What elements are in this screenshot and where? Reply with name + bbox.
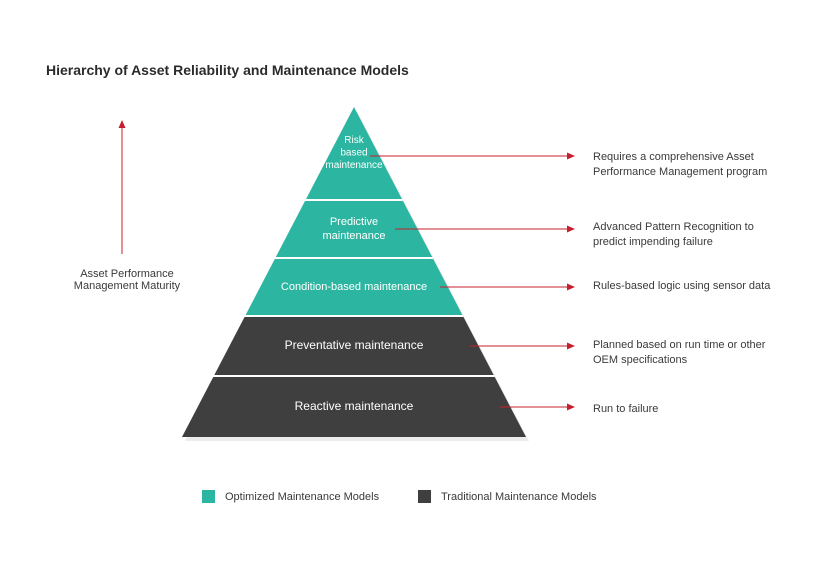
- annotation-arrow: [395, 226, 575, 233]
- annotation-arrow: [370, 153, 575, 160]
- legend-swatch: [202, 490, 215, 503]
- legend-label: Optimized Maintenance Models: [225, 491, 379, 503]
- maturity-label-line: Management Maturity: [62, 280, 192, 292]
- legend-swatch: [418, 490, 431, 503]
- level-description-condition: Rules-based logic using sensor data: [593, 279, 783, 294]
- legend-item: Optimized Maintenance Models: [202, 488, 379, 506]
- level-description-predictive: Advanced Pattern Recognition to predict …: [593, 220, 783, 250]
- maturity-axis-label: Asset PerformanceManagement Maturity: [62, 268, 192, 292]
- maturity-arrow-icon: [119, 120, 126, 254]
- level-description-preventative: Planned based on run time or other OEM s…: [593, 338, 783, 368]
- annotation-arrow: [440, 284, 575, 291]
- level-description-risk: Requires a comprehensive Asset Performan…: [593, 150, 783, 180]
- annotation-arrow: [470, 343, 575, 350]
- legend-item: Traditional Maintenance Models: [418, 488, 597, 506]
- legend-label: Traditional Maintenance Models: [441, 491, 597, 503]
- page-root: Hierarchy of Asset Reliability and Maint…: [0, 0, 822, 580]
- annotation-arrow: [500, 404, 575, 411]
- maturity-label-line: Asset Performance: [62, 268, 192, 280]
- level-description-reactive: Run to failure: [593, 402, 783, 417]
